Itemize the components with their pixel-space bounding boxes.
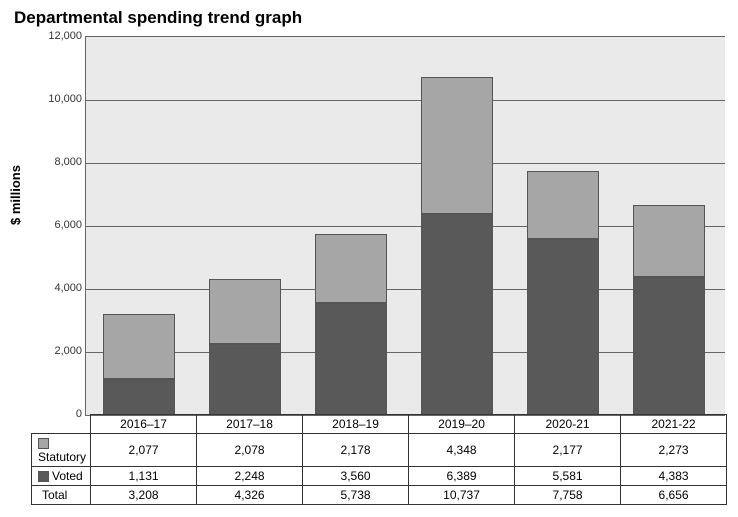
bar-segment-statutory bbox=[103, 314, 175, 379]
bar-segment-statutory bbox=[209, 279, 281, 344]
table-year-header: 2021-22 bbox=[621, 415, 727, 434]
table-row-header: Voted bbox=[32, 467, 91, 486]
table-row-header: Total bbox=[32, 486, 91, 505]
bar-segment-statutory bbox=[315, 234, 387, 303]
table-row-label: Total bbox=[42, 488, 67, 502]
bar-segment-statutory bbox=[421, 77, 493, 214]
table-cell: 3,208 bbox=[91, 486, 197, 505]
table-cell: 6,389 bbox=[409, 467, 515, 486]
table-cell: 3,560 bbox=[303, 467, 409, 486]
y-tick-label: 6,000 bbox=[54, 219, 82, 231]
table-cell: 2,077 bbox=[91, 434, 197, 467]
table-cell: 4,326 bbox=[197, 486, 303, 505]
table-cell: 6,656 bbox=[621, 486, 727, 505]
table-cell: 5,738 bbox=[303, 486, 409, 505]
table-row-label: Voted bbox=[52, 469, 83, 483]
bar-segment-voted bbox=[633, 277, 705, 415]
table-cell: 4,348 bbox=[409, 434, 515, 467]
table-cell: 2,178 bbox=[303, 434, 409, 467]
data-table: 2016–172017–182018–192019–202020-212021-… bbox=[31, 414, 727, 505]
table-year-header: 2019–20 bbox=[409, 415, 515, 434]
bar-segment-voted bbox=[527, 239, 599, 415]
table-cell: 7,758 bbox=[515, 486, 621, 505]
table-year-header: 2016–17 bbox=[91, 415, 197, 434]
bar-segment-voted bbox=[315, 303, 387, 415]
y-tick-label: 2,000 bbox=[54, 345, 82, 357]
gridline bbox=[86, 289, 725, 290]
gridline bbox=[86, 163, 725, 164]
table-cell: 10,737 bbox=[409, 486, 515, 505]
table-cell: 1,131 bbox=[91, 467, 197, 486]
gridline bbox=[86, 352, 725, 353]
table-cell: 4,383 bbox=[621, 467, 727, 486]
table-year-header: 2018–19 bbox=[303, 415, 409, 434]
chart-title: Departmental spending trend graph bbox=[14, 8, 302, 28]
y-tick-label: 10,000 bbox=[48, 93, 82, 105]
bar-segment-voted bbox=[421, 214, 493, 415]
y-tick-label: 12,000 bbox=[48, 30, 82, 42]
table-row-header: Statutory bbox=[32, 434, 91, 467]
table-cell: 2,078 bbox=[197, 434, 303, 467]
legend-swatch-icon bbox=[38, 438, 49, 449]
bar-segment-voted bbox=[103, 379, 175, 415]
table-year-header: 2020-21 bbox=[515, 415, 621, 434]
gridline bbox=[86, 226, 725, 227]
legend-swatch-icon bbox=[38, 471, 49, 482]
table-year-header: 2017–18 bbox=[197, 415, 303, 434]
bar-segment-voted bbox=[209, 344, 281, 415]
y-tick-label: 8,000 bbox=[54, 156, 82, 168]
bar-segment-statutory bbox=[527, 171, 599, 240]
table-cell: 2,248 bbox=[197, 467, 303, 486]
plot-area bbox=[85, 36, 725, 416]
table-row-label: Statutory bbox=[38, 450, 86, 464]
gridline bbox=[86, 100, 725, 101]
table-cell: 2,273 bbox=[621, 434, 727, 467]
bar-segment-statutory bbox=[633, 205, 705, 277]
table-cell: 2,177 bbox=[515, 434, 621, 467]
y-axis-label: $ millions bbox=[8, 165, 23, 225]
table-cell: 5,581 bbox=[515, 467, 621, 486]
y-tick-label: 4,000 bbox=[54, 282, 82, 294]
